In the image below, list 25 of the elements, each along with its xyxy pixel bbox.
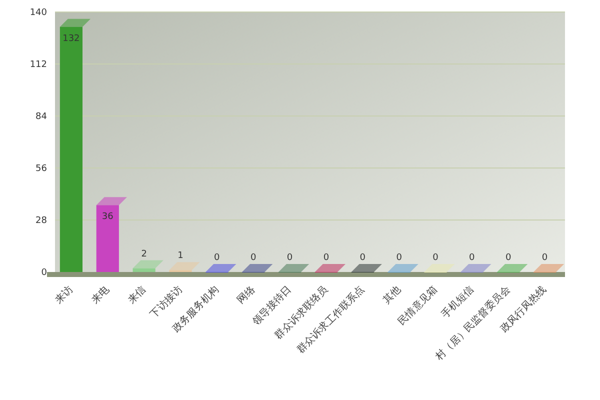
data-label: 132	[62, 34, 80, 44]
data-label: 0	[323, 253, 330, 263]
data-label: 0	[286, 253, 293, 263]
y-tick-label: 84	[36, 112, 48, 122]
x-tick-label: 其他	[380, 284, 404, 306]
data-label: 0	[360, 253, 366, 263]
y-tick-label: 0	[41, 268, 48, 278]
y-tick-label: 112	[30, 60, 47, 70]
data-label: 0	[432, 253, 439, 263]
y-tick-label: 56	[36, 164, 48, 174]
data-label: 0	[250, 253, 256, 263]
data-label: 0	[542, 253, 548, 263]
data-label: 0	[214, 253, 220, 263]
x-tick-label: 来访	[52, 284, 76, 306]
data-label: 2	[141, 249, 147, 260]
data-label: 36	[102, 212, 114, 222]
data-label: 0	[469, 253, 476, 263]
y-tick-label: 140	[30, 8, 48, 18]
data-label: 1	[178, 251, 184, 262]
data-label: 0	[505, 253, 512, 263]
y-tick-label: 28	[36, 216, 48, 226]
x-tick-label: 来电	[89, 284, 112, 306]
x-tick-label: 网络	[234, 284, 258, 306]
data-label: 0	[396, 253, 402, 263]
x-tick-label: 来信	[126, 284, 148, 306]
